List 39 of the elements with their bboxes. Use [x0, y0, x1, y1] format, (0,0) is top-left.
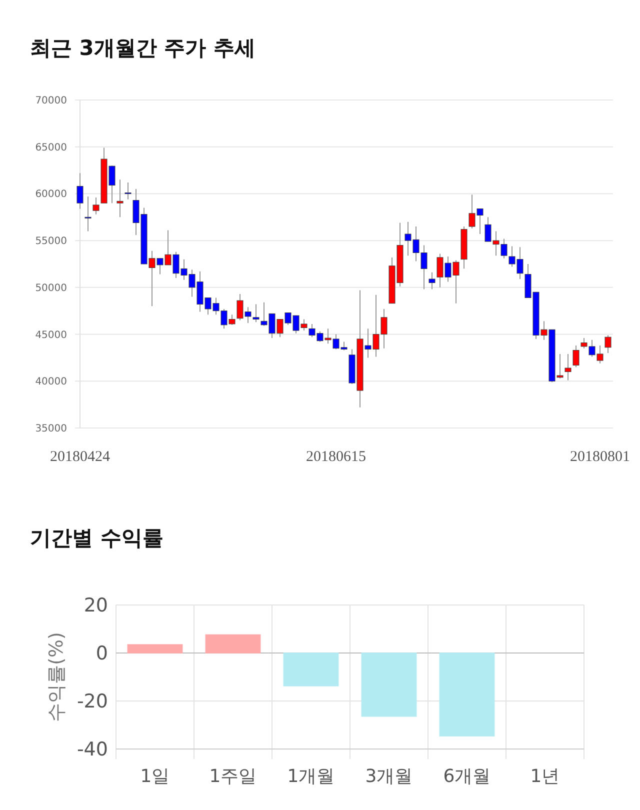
candlestick	[252, 304, 260, 323]
y-tick-label: 55000	[35, 236, 67, 248]
y-tick-label: 20	[84, 594, 108, 617]
x-tick-label: 6개월	[443, 766, 491, 787]
candlestick	[116, 179, 124, 218]
chart-title: 최근 3개월간 주가 추세	[30, 36, 256, 60]
candlestick	[84, 196, 92, 232]
candlestick	[572, 345, 580, 368]
y-tick-label: 50000	[35, 282, 67, 294]
y-tick-label: 70000	[35, 96, 67, 106]
candlestick	[124, 182, 132, 200]
y-tick-label: 65000	[35, 142, 67, 154]
y-tick-label: 0	[96, 642, 108, 665]
x-tick-label: 1개월	[287, 766, 335, 787]
x-tick-label: 20180801	[570, 449, 630, 465]
bar	[361, 652, 417, 717]
x-tick-label: 1일	[140, 766, 170, 787]
candlestick	[564, 353, 572, 381]
y-tick-label: 60000	[35, 189, 67, 200]
y-tick-label: 35000	[35, 424, 67, 434]
x-tick-label: 20180424	[50, 449, 110, 465]
y-axis-title: 수익률(%)	[46, 632, 68, 722]
bar	[283, 652, 339, 686]
candlestick	[92, 196, 100, 215]
x-tick-label: 1주일	[209, 766, 257, 787]
candlestick	[76, 172, 84, 210]
candlestick	[428, 272, 436, 290]
bar	[439, 652, 495, 737]
y-tick-label: -20	[76, 690, 108, 713]
y-tick-label: 45000	[35, 330, 67, 341]
bar	[205, 634, 261, 654]
y-tick-label: -40	[76, 738, 108, 761]
x-tick-label: 3개월	[365, 766, 413, 787]
y-tick-label: 40000	[35, 376, 67, 388]
x-tick-label: 1년	[530, 766, 560, 787]
x-tick-label: 20180615	[306, 449, 366, 465]
chart-title: 기간별 수익률	[30, 526, 164, 550]
candlestick	[604, 334, 612, 354]
bar	[127, 644, 183, 654]
